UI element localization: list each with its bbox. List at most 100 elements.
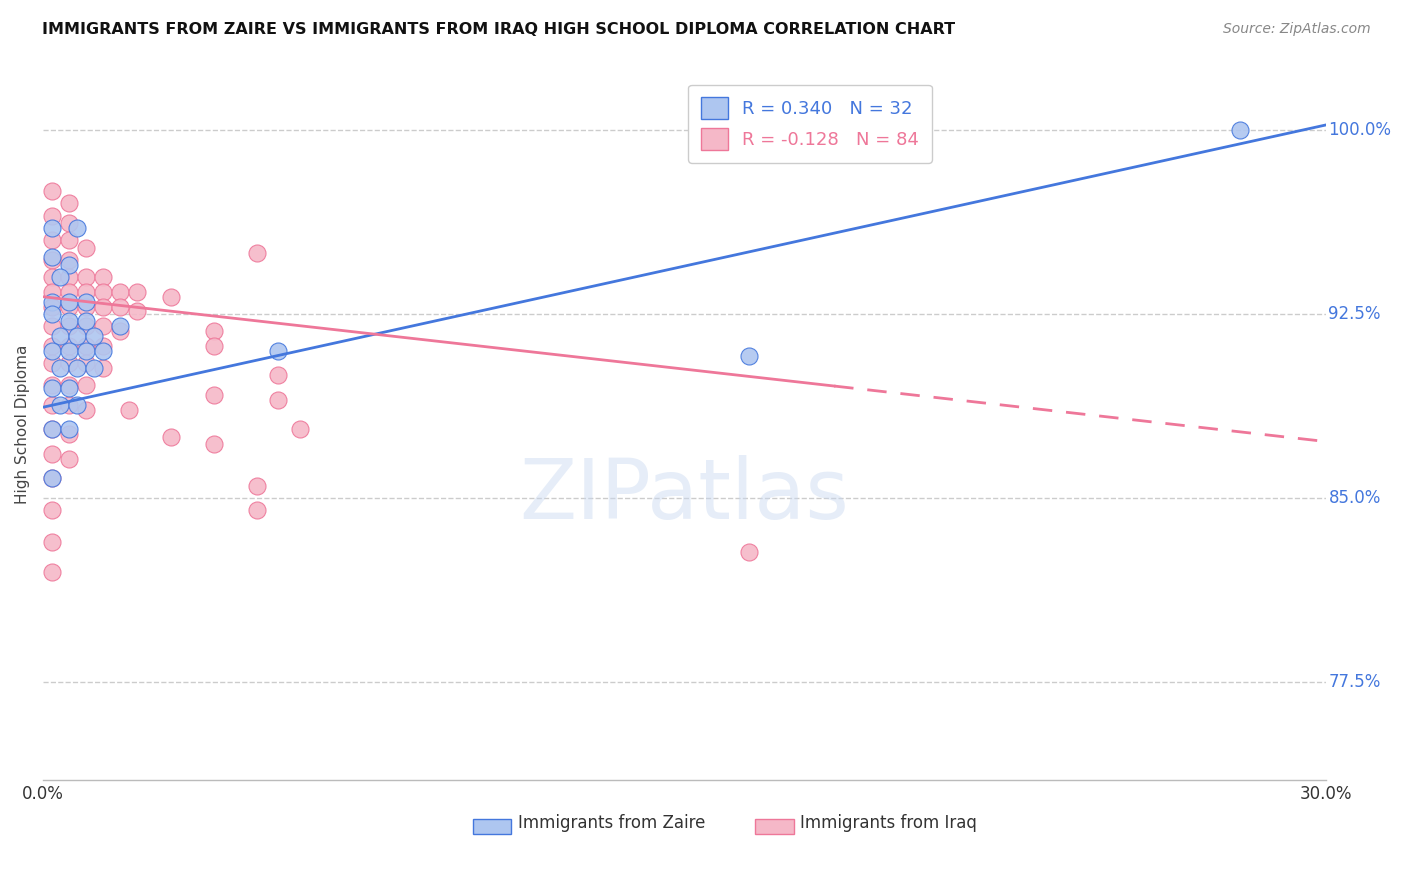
FancyBboxPatch shape [472,819,512,834]
Point [58,378,80,392]
FancyBboxPatch shape [755,819,793,834]
Point [267,368,290,383]
Point [41,270,63,285]
Point [66,360,89,375]
Point [118,402,141,417]
Text: Immigrants from Iraq: Immigrants from Iraq [800,814,977,832]
Point [91,270,114,285]
Point [58,343,80,358]
Point [49,398,72,412]
Point [58,196,80,211]
Point [108,319,131,334]
Point [58,294,80,309]
Point [91,343,114,358]
Point [91,285,114,299]
Point [160,290,183,304]
Point [202,388,225,402]
Point [41,307,63,321]
Text: ZIPatlas: ZIPatlas [520,455,849,536]
Point [41,356,63,370]
Point [91,339,114,353]
Point [288,422,311,436]
Point [83,360,105,375]
Point [127,285,149,299]
Point [41,471,63,485]
Point [58,422,80,436]
Point [75,241,97,255]
Point [41,378,63,392]
Point [49,329,72,343]
Point [108,324,131,338]
Point [75,285,97,299]
Point [108,285,131,299]
Point [75,300,97,314]
Point [75,294,97,309]
Point [267,343,290,358]
Point [75,402,97,417]
Point [58,380,80,394]
Point [58,233,80,247]
Point [58,398,80,412]
Point [41,471,63,485]
Point [41,251,63,265]
Point [202,339,225,353]
Point [58,314,80,328]
Point [41,343,63,358]
Point [41,447,63,461]
Point [91,300,114,314]
Point [267,392,290,407]
Point [41,221,63,235]
Point [41,565,63,579]
Point [41,300,63,314]
Point [160,429,183,443]
Point [49,360,72,375]
Point [58,285,80,299]
Point [58,339,80,353]
Point [246,479,269,493]
Point [58,427,80,442]
Point [737,545,759,559]
Point [41,398,63,412]
Point [41,209,63,223]
Point [41,294,63,309]
Point [75,314,97,328]
Text: 100.0%: 100.0% [1329,121,1392,139]
Point [127,304,149,318]
Point [41,422,63,436]
Point [41,503,63,517]
Point [202,324,225,338]
Text: Immigrants from Zaire: Immigrants from Zaire [517,814,706,832]
Point [41,535,63,549]
Point [58,300,80,314]
Y-axis label: High School Diploma: High School Diploma [15,344,30,504]
Text: IMMIGRANTS FROM ZAIRE VS IMMIGRANTS FROM IRAQ HIGH SCHOOL DIPLOMA CORRELATION CH: IMMIGRANTS FROM ZAIRE VS IMMIGRANTS FROM… [42,22,955,37]
Point [41,380,63,394]
Point [41,422,63,436]
Legend: R = 0.340   N = 32, R = -0.128   N = 84: R = 0.340 N = 32, R = -0.128 N = 84 [689,85,932,163]
Text: 92.5%: 92.5% [1329,305,1381,323]
Text: 85.0%: 85.0% [1329,489,1381,507]
Point [246,245,269,260]
Point [41,233,63,247]
Point [58,258,80,272]
Point [91,360,114,375]
Point [58,252,80,267]
Point [66,398,89,412]
Point [66,221,89,235]
Point [91,319,114,334]
Point [246,503,269,517]
Point [75,319,97,334]
Point [41,252,63,267]
Point [75,270,97,285]
Point [66,329,89,343]
Point [75,356,97,370]
Point [41,339,63,353]
Point [58,270,80,285]
Point [41,285,63,299]
Point [737,349,759,363]
Point [58,451,80,466]
Point [41,319,63,334]
Point [83,329,105,343]
Point [75,343,97,358]
Point [75,339,97,353]
